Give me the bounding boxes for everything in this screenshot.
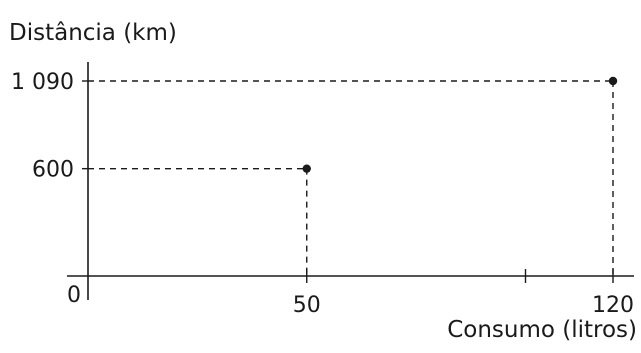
data-point [608, 76, 618, 86]
origin-label: 0 [67, 283, 81, 308]
chart-marks: 600 1 090 50 120 [11, 70, 634, 318]
y-axis-title: Distância (km) [9, 20, 177, 46]
x-tick-label: 50 [293, 293, 321, 318]
data-point [302, 164, 311, 173]
x-axis-title: Consumo (litros) [447, 317, 637, 343]
x-tick-label: 120 [592, 293, 634, 318]
y-tick-label: 600 [32, 158, 74, 183]
y-tick-label: 1 090 [11, 70, 74, 95]
